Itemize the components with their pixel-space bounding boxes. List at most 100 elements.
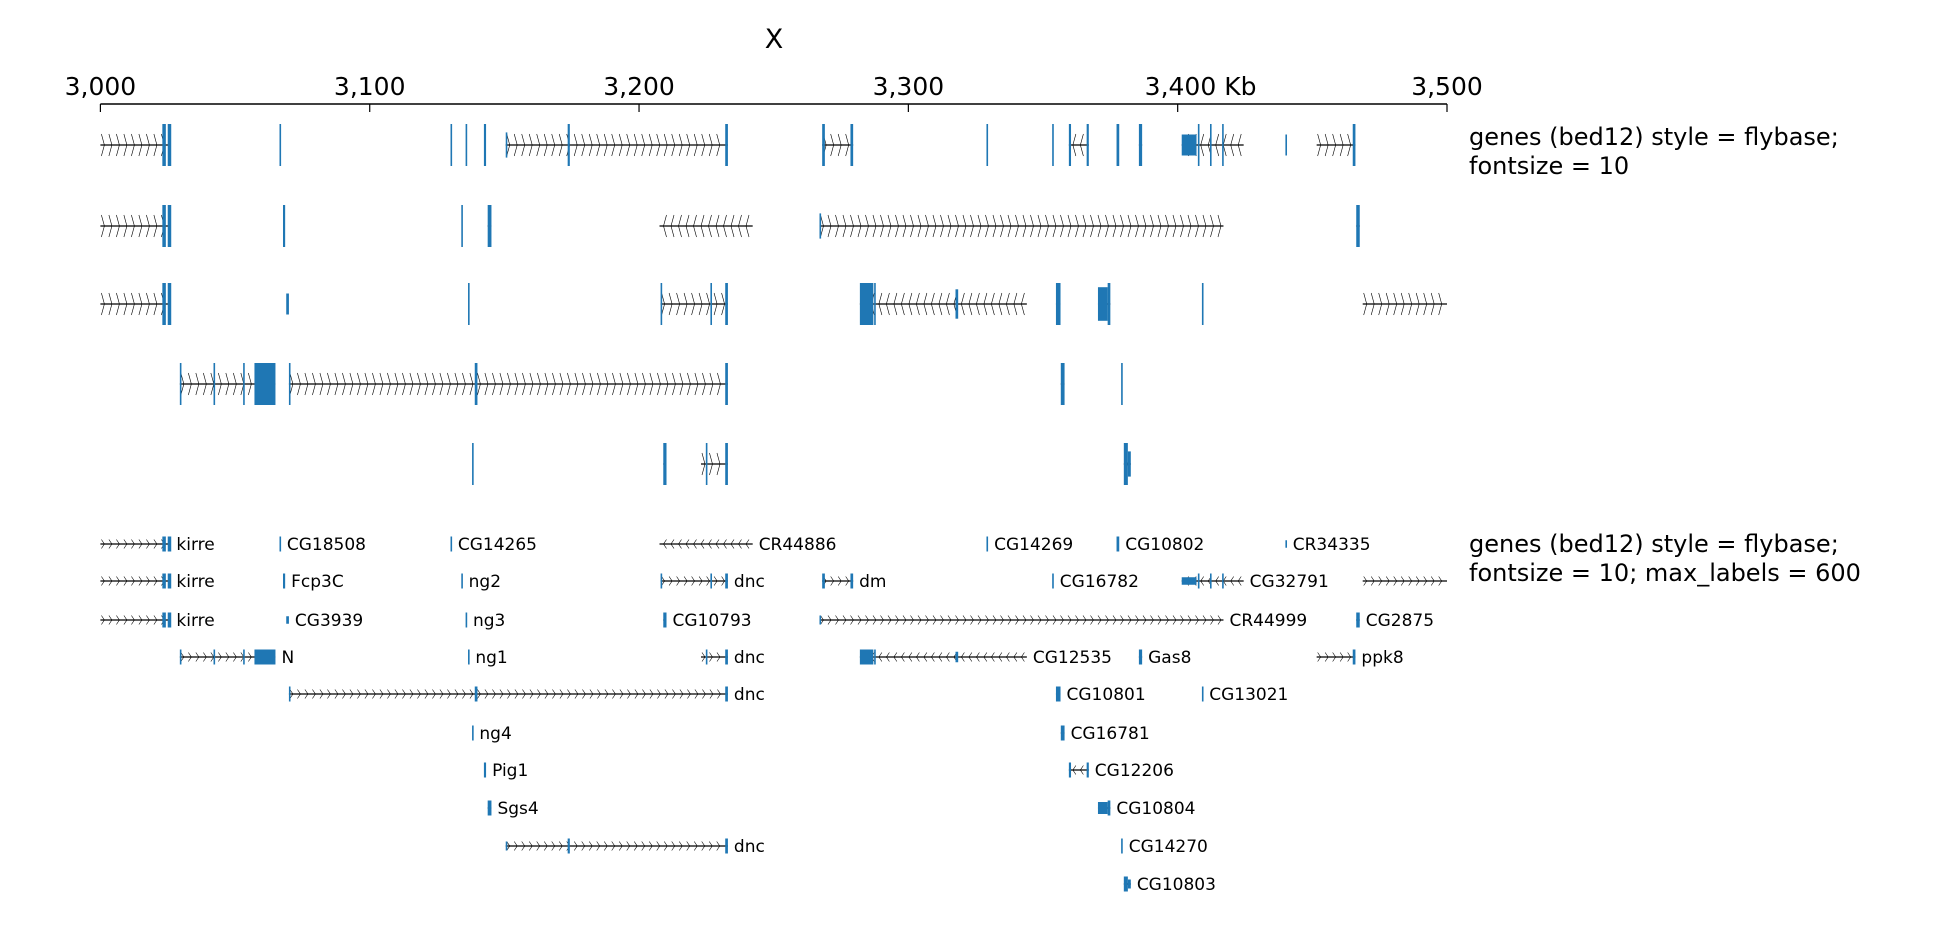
strand-arrow <box>1230 576 1234 586</box>
exon <box>955 651 959 663</box>
strand-arrow <box>225 652 230 662</box>
strand-arrow <box>1187 615 1192 625</box>
strand-arrow <box>604 689 609 699</box>
strand-arrow <box>1021 652 1025 662</box>
strand-arrow <box>153 539 158 549</box>
strand-arrow <box>1438 292 1443 316</box>
strand-arrow <box>916 292 920 316</box>
gene-label: CG14265 <box>458 535 537 555</box>
strand-arrow <box>1000 615 1004 625</box>
strand-arrow <box>1142 615 1147 625</box>
strand-arrow <box>582 689 586 699</box>
gene-label: CR34335 <box>1293 535 1371 555</box>
exon <box>483 124 487 166</box>
gene-dnc <box>700 443 728 485</box>
exon <box>162 536 166 552</box>
strand-arrow <box>1215 576 1219 586</box>
gene-CG10803: CG10803 <box>1123 875 1216 895</box>
strand-arrow <box>499 372 504 396</box>
strand-arrow <box>1195 615 1199 625</box>
strand-arrow <box>469 689 474 699</box>
strand-arrow <box>1021 292 1025 316</box>
strand-arrow <box>985 615 989 625</box>
exon <box>474 363 478 405</box>
strand-arrow <box>379 689 384 699</box>
strand-arrow <box>108 615 113 625</box>
strand-arrow <box>513 133 518 157</box>
strand-arrow <box>551 841 556 851</box>
exon <box>874 649 876 665</box>
strand-arrow <box>983 292 988 316</box>
strand-arrow <box>1217 615 1222 625</box>
exon <box>468 649 470 665</box>
strand-arrow <box>1324 133 1329 157</box>
exon <box>505 841 508 851</box>
strand-arrow <box>146 292 150 316</box>
exon <box>986 124 989 166</box>
gene-CG13021: CG13021 <box>1201 685 1288 705</box>
strand-arrow <box>1000 214 1004 238</box>
strand-arrow <box>334 372 339 396</box>
gene-dm: dm <box>822 572 887 592</box>
exon <box>1123 876 1128 892</box>
strand-arrow <box>597 689 601 699</box>
strand-arrow <box>683 576 688 586</box>
gene-label: CG10801 <box>1067 685 1146 705</box>
strand-arrow <box>537 372 541 396</box>
exon <box>705 649 708 665</box>
strand-arrow <box>131 576 135 586</box>
strand-arrow <box>693 539 697 549</box>
exon <box>450 536 453 552</box>
exon <box>1138 649 1143 665</box>
strand-arrow <box>694 689 699 699</box>
strand-arrow <box>1210 214 1214 238</box>
strand-arrow <box>702 689 706 699</box>
strand-arrow <box>1370 576 1375 586</box>
exon <box>465 124 468 166</box>
exon <box>1116 124 1120 166</box>
strand-arrow <box>588 841 593 851</box>
strand-arrow <box>603 841 608 851</box>
strand-arrow <box>1127 214 1132 238</box>
strand-arrow <box>507 372 511 396</box>
strand-arrow <box>723 214 727 238</box>
strand-arrow <box>409 689 414 699</box>
gene-kirre <box>100 283 172 325</box>
exon <box>179 363 182 405</box>
strand-arrow <box>1097 615 1102 625</box>
strand-arrow <box>691 576 695 586</box>
strand-arrow <box>685 214 690 238</box>
strand-arrow <box>1200 576 1204 586</box>
strand-arrow <box>312 689 316 699</box>
strand-arrow <box>521 841 526 851</box>
exon <box>1209 573 1212 589</box>
strand-arrow <box>730 214 735 238</box>
strand-arrow <box>618 841 623 851</box>
strand-arrow <box>713 292 718 316</box>
exon <box>660 573 663 589</box>
strand-arrow <box>477 689 481 699</box>
strand-arrow <box>581 841 586 851</box>
gene-Gas8: Gas8 <box>1138 648 1191 668</box>
strand-arrow <box>693 133 698 157</box>
strand-arrow <box>1210 615 1214 625</box>
strand-arrow <box>1142 214 1147 238</box>
strand-arrow <box>402 689 406 699</box>
strand-arrow <box>738 539 742 549</box>
exon <box>1060 363 1065 405</box>
strand-arrow <box>901 652 905 662</box>
strand-arrow <box>552 372 556 396</box>
strand-arrow <box>931 292 935 316</box>
strand-arrow <box>312 372 316 396</box>
strand-arrow <box>1408 292 1413 316</box>
exon <box>243 649 245 665</box>
strand-arrow <box>1202 214 1207 238</box>
strand-arrow <box>454 372 459 396</box>
strand-arrow <box>596 133 601 157</box>
strand-arrow <box>672 689 676 699</box>
strand-arrow <box>657 689 661 699</box>
strand-arrow <box>108 539 113 549</box>
exon <box>279 124 282 166</box>
strand-arrow <box>297 372 301 396</box>
strand-arrow <box>1052 615 1057 625</box>
